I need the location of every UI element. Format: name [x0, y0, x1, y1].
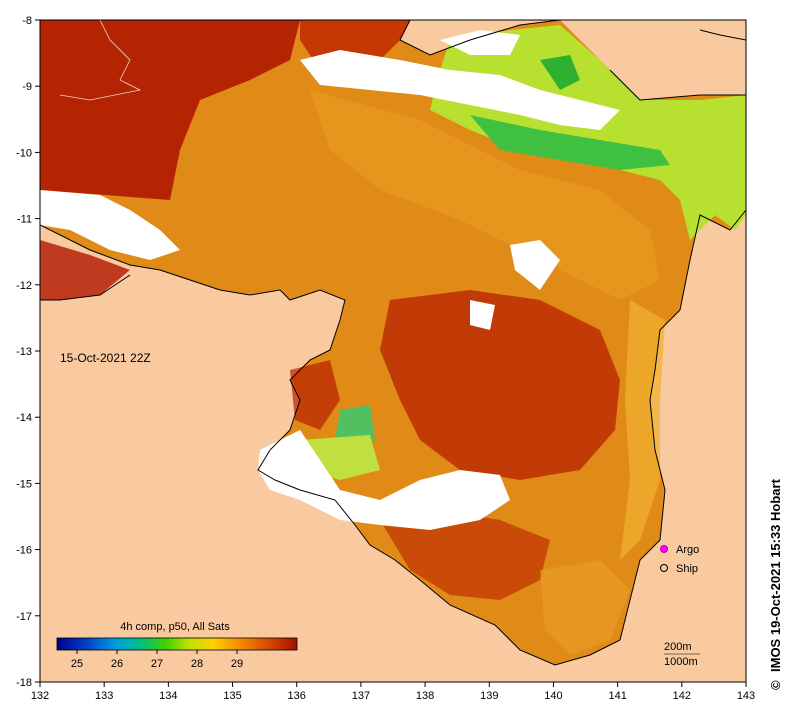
no-data-regions	[40, 30, 620, 530]
x-tick-label: 143	[737, 690, 755, 702]
timestamp-label: 15-Oct-2021 22Z	[60, 351, 151, 365]
sst-green-north	[470, 115, 670, 170]
colorbar-tick-label: 27	[151, 658, 163, 670]
colorbar: 4h comp, p50, All Sats 25 26 27 28 29	[56, 621, 298, 670]
river-lines	[59, 20, 142, 101]
coastlines	[40, 20, 746, 666]
scale-note-1000m: 1000m	[664, 656, 698, 668]
y-tick-label: -10	[16, 147, 32, 159]
sst-mid-south	[540, 560, 630, 655]
legend: Argo Ship	[660, 544, 699, 575]
sst-green-ne	[540, 55, 580, 90]
sst-hot-south	[380, 510, 550, 600]
y-tick-label: -16	[16, 545, 32, 557]
credit-block: © IMOS 19-Oct-2021 15:33 Hobart	[768, 478, 783, 690]
colorbar-tick-label: 28	[191, 658, 203, 670]
y-tick-label: -14	[16, 412, 32, 424]
sst-hot-west	[40, 20, 300, 200]
colorbar-title: 4h comp, p50, All Sats	[120, 621, 230, 633]
x-tick-label: 134	[159, 690, 177, 702]
y-tick-label: -13	[16, 346, 32, 358]
x-tick-label: 139	[480, 690, 498, 702]
y-tick-label: -12	[16, 280, 32, 292]
sst-mid-east-coast	[620, 300, 665, 560]
x-tick-label: 132	[31, 690, 49, 702]
legend-ship-label: Ship	[676, 563, 698, 575]
colorbar-tick-label: 26	[111, 658, 123, 670]
copyright-icon: ©	[768, 680, 783, 690]
scale-note: 200m 1000m	[664, 641, 700, 668]
y-axis: -8 -9 -10 -11 -12 -13 -14 -15 -16 -17 -18	[16, 15, 40, 689]
sst-hot-coast-west	[40, 240, 130, 300]
x-tick-label: 137	[352, 690, 370, 702]
y-tick-label: -11	[17, 214, 32, 226]
x-tick-label: 141	[608, 690, 626, 702]
y-tick-label: -9	[22, 81, 32, 93]
sst-hot-gulf-west	[290, 360, 340, 430]
x-tick-label: 133	[95, 690, 113, 702]
argo-marker-icon	[660, 545, 668, 553]
x-axis: 132 133 134 135 136 137 138 139 140 141 142 143	[31, 682, 755, 702]
colorbar-gradient	[56, 637, 298, 651]
x-tick-label: 138	[416, 690, 434, 702]
x-tick-label: 140	[544, 690, 562, 702]
legend-argo-label: Argo	[676, 544, 699, 556]
colorbar-tick-label: 25	[71, 658, 83, 670]
sst-hot-central	[380, 290, 620, 480]
map-plot-area	[40, 20, 746, 682]
colorbar-ticks: 25 26 27 28 29	[71, 650, 243, 670]
y-tick-label: -18	[16, 677, 32, 689]
credit-text: IMOS 19-Oct-2021 15:33 Hobart	[768, 478, 783, 672]
scale-note-200m: 200m	[664, 641, 692, 653]
sst-mid-band	[310, 90, 660, 300]
x-tick-label: 136	[288, 690, 306, 702]
y-tick-label: -15	[16, 478, 32, 490]
ship-marker-icon	[660, 564, 668, 572]
y-tick-label: -17	[16, 611, 32, 623]
x-tick-label: 142	[673, 690, 691, 702]
y-tick-label: -8	[22, 15, 32, 27]
colorbar-tick-label: 29	[231, 658, 243, 670]
x-tick-label: 135	[223, 690, 241, 702]
